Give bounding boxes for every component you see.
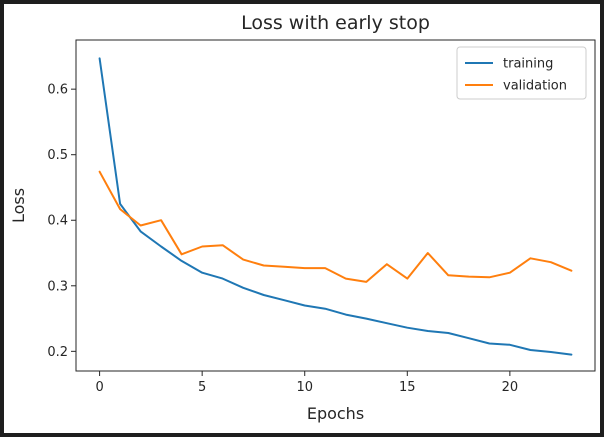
y-tick-label: 0.5: [47, 148, 68, 163]
legend-label-training: training: [503, 57, 553, 72]
y-tick-label: 0.4: [47, 214, 68, 229]
y-tick-label: 0.6: [47, 83, 68, 98]
series-line-training: [98, 57, 573, 356]
x-axis-label: Epochs: [307, 404, 364, 423]
series-lines: [98, 57, 573, 356]
y-axis-label: Loss: [9, 188, 28, 223]
y-tick-label: 0.3: [47, 279, 68, 294]
legend: training validation: [456, 46, 587, 100]
x-tick-label: 5: [198, 380, 206, 395]
x-tick-label: 15: [399, 380, 416, 395]
x-tick-label: 10: [296, 380, 313, 395]
x-tick-label: 20: [502, 380, 519, 395]
axis-ticks: 0 5 10 15 20 0.2 0.3 0.4 0.5 0.6: [47, 83, 518, 395]
figure-frame: Loss with early stop Epochs Loss 0 5 10 15 2…: [4, 4, 600, 433]
chart-title: Loss with early stop: [241, 12, 430, 34]
series-line-validation: [98, 170, 573, 283]
x-tick-label: 0: [95, 380, 103, 395]
plot-area: [75, 39, 596, 372]
y-tick-label: 0.2: [47, 345, 68, 360]
legend-label-validation: validation: [503, 79, 567, 94]
loss-chart: Loss with early stop Epochs Loss 0 5 10 15 2…: [9, 12, 596, 423]
